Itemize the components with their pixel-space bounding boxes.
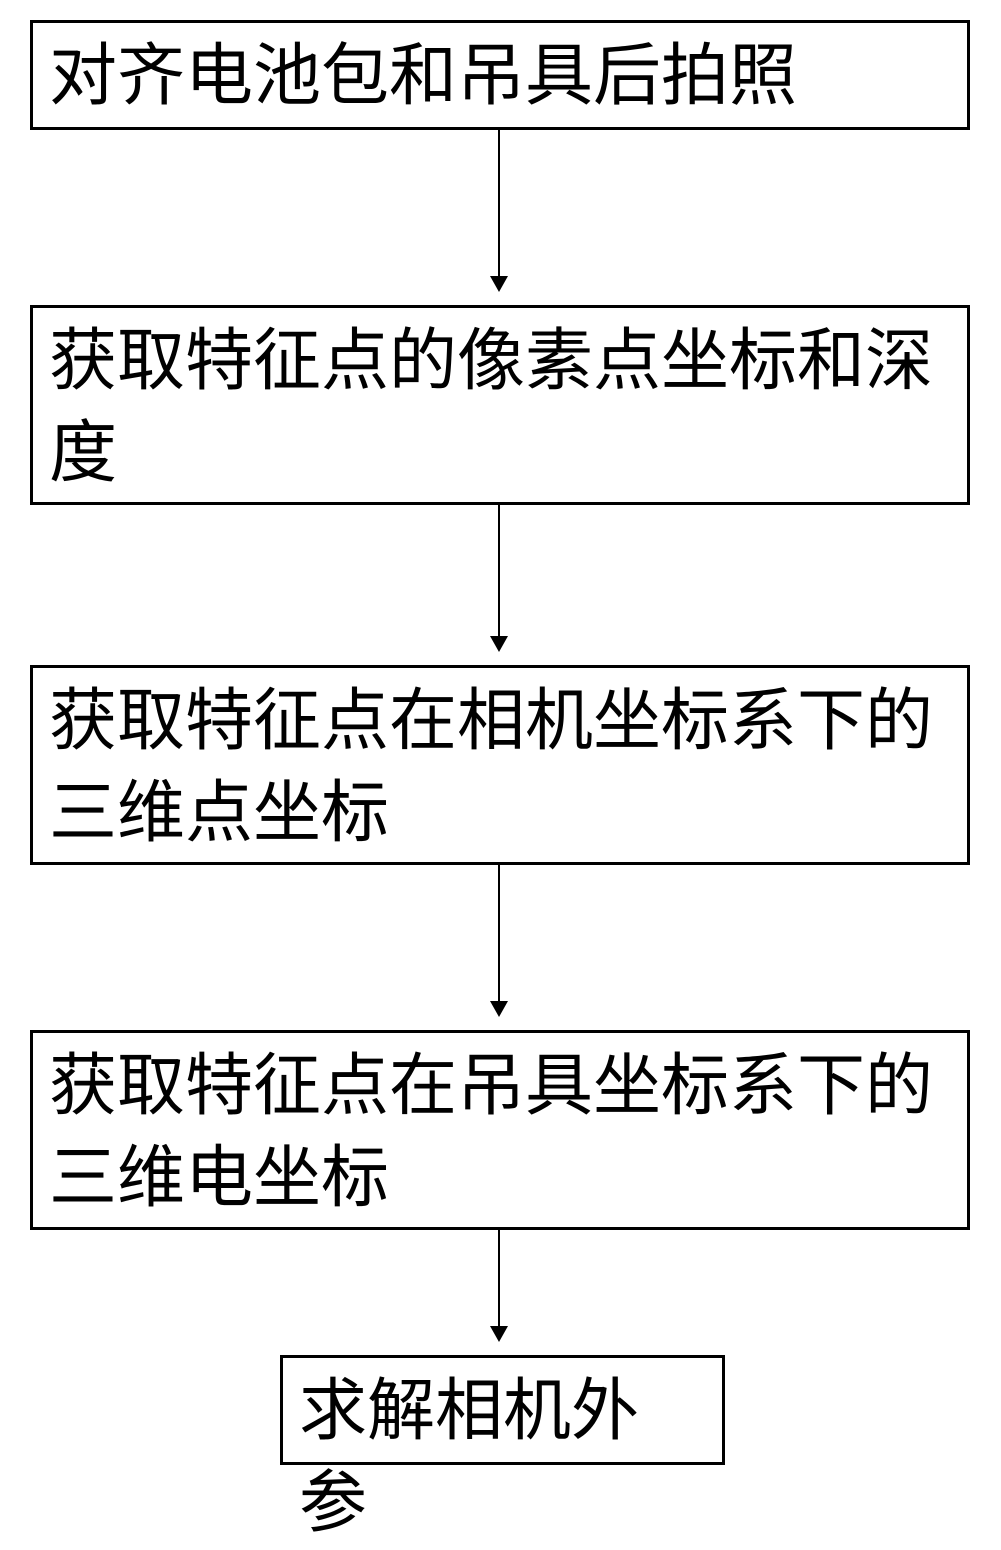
flowchart-step-4: 获取特征点在吊具坐标系下的三维电坐标 — [30, 1030, 970, 1230]
flowchart-step-3: 获取特征点在相机坐标系下的三维点坐标 — [30, 665, 970, 865]
step-text: 求解相机外参 — [299, 1366, 706, 1550]
flowchart-step-1: 对齐电池包和吊具后拍照 — [30, 20, 970, 130]
flowchart-step-2: 获取特征点的像素点坐标和深度 — [30, 305, 970, 505]
flowchart-container: 对齐电池包和吊具后拍照 获取特征点的像素点坐标和深度 获取特征点在相机坐标系下的… — [0, 0, 1001, 1471]
arrow-icon — [498, 505, 500, 650]
flowchart-step-5: 求解相机外参 — [280, 1355, 725, 1465]
arrow-icon — [498, 865, 500, 1015]
arrow-icon — [498, 130, 500, 290]
arrow-icon — [498, 1230, 500, 1340]
step-text: 获取特征点在相机坐标系下的三维点坐标 — [49, 676, 951, 860]
step-text: 获取特征点在吊具坐标系下的三维电坐标 — [49, 1041, 951, 1225]
step-text: 获取特征点的像素点坐标和深度 — [49, 316, 951, 500]
step-text: 对齐电池包和吊具后拍照 — [49, 31, 797, 123]
